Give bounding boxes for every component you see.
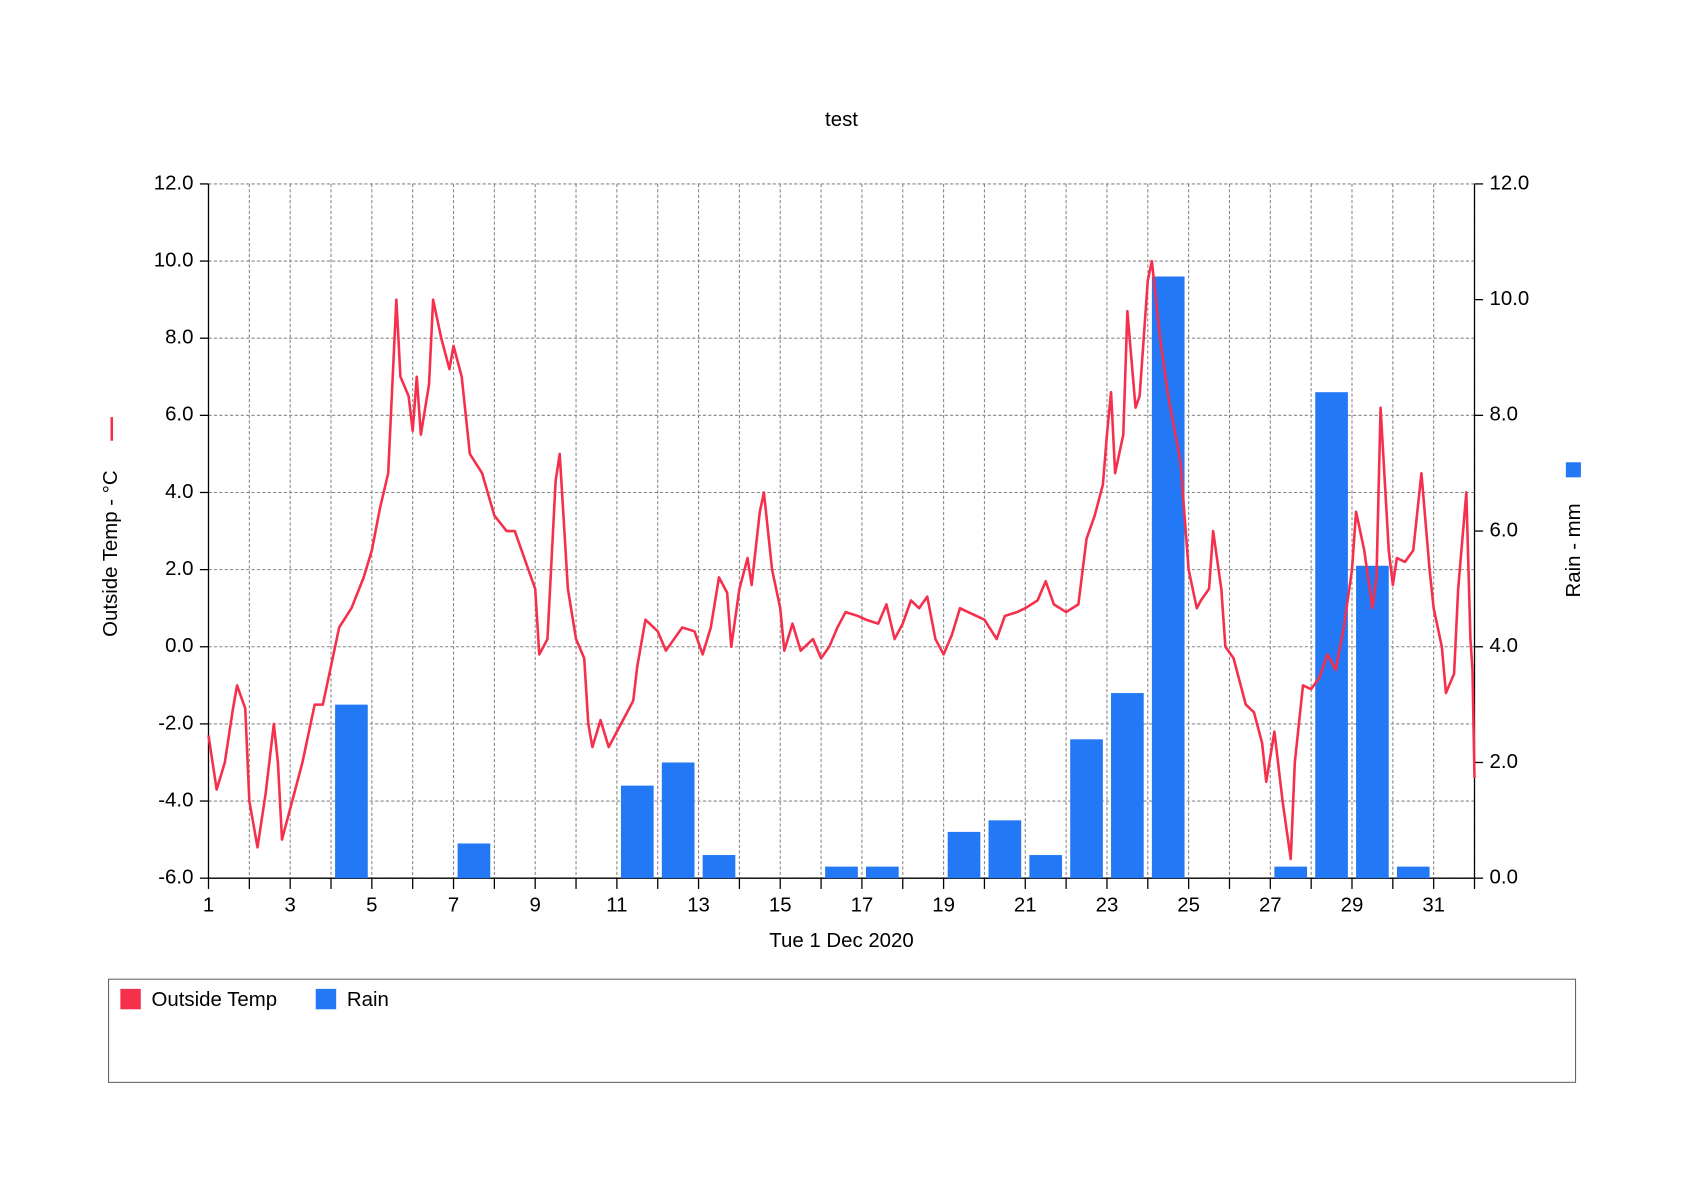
chart-title: test (825, 109, 858, 131)
axis-legend-marker (1565, 462, 1581, 478)
x-tick-label: 27 (1259, 895, 1282, 917)
bar (1274, 866, 1308, 879)
x-tick-label: 17 (851, 895, 874, 917)
bar (1151, 276, 1185, 879)
x-tick-label: 21 (1014, 895, 1037, 917)
x-tick-label: 13 (687, 895, 710, 917)
x-tick-label: 15 (769, 895, 792, 917)
bar (661, 762, 695, 879)
bar (620, 785, 654, 879)
x-tick-label: 25 (1177, 895, 1200, 917)
x-tick-label: 1 (203, 895, 214, 917)
y-tick-label: 8.0 (165, 327, 193, 349)
bar (825, 866, 858, 879)
y2-tick-label: 12.0 (1490, 172, 1530, 194)
y-tick-label: 0.0 (165, 635, 193, 657)
y-axis-label: Outside Temp - °C (100, 470, 122, 637)
y-tick-label: -2.0 (158, 712, 193, 734)
legend-swatch (315, 988, 337, 1010)
bar (1356, 565, 1389, 879)
y-tick-label: 4.0 (165, 481, 193, 503)
line (207, 259, 1476, 861)
y2-tick-label: 8.0 (1490, 404, 1518, 426)
y-tick-label: 2.0 (165, 558, 193, 580)
bar (947, 831, 981, 879)
x-tick-label: 29 (1341, 895, 1364, 917)
x-axis-label: Tue 1 Dec 2020 (769, 930, 913, 952)
y2-axis-label: Rain - mm (1563, 503, 1585, 597)
y2-tick-label: 4.0 (1490, 635, 1518, 657)
legend-swatch (120, 988, 141, 1010)
bar (457, 843, 491, 879)
x-tick-label: 3 (284, 895, 295, 917)
legend-label: Rain (347, 989, 389, 1011)
x-tick-label: 9 (530, 895, 541, 917)
y-tick-label: 10.0 (154, 249, 194, 271)
bar (702, 855, 736, 879)
bar (1396, 866, 1430, 879)
bar (1111, 693, 1144, 879)
bar (335, 704, 368, 879)
y2-tick-label: 2.0 (1490, 751, 1518, 773)
y-tick-label: 12.0 (154, 172, 194, 194)
bar (1029, 855, 1063, 879)
bar (988, 820, 1022, 879)
x-tick-label: 19 (932, 895, 955, 917)
legend-box (108, 978, 1577, 1083)
x-tick-label: 5 (366, 895, 377, 917)
y2-tick-label: 0.0 (1490, 867, 1518, 889)
legend-label: Outside Temp (152, 989, 278, 1011)
y-tick-label: 6.0 (165, 404, 193, 426)
x-tick-label: 31 (1422, 895, 1445, 917)
y-tick-label: -4.0 (158, 789, 193, 811)
bar (866, 866, 899, 879)
bar (1070, 739, 1103, 879)
x-tick-label: 23 (1096, 895, 1119, 917)
y2-tick-label: 6.0 (1490, 519, 1518, 541)
x-tick-label: 11 (606, 895, 627, 917)
y2-tick-label: 10.0 (1490, 288, 1530, 310)
x-tick-label: 7 (448, 895, 459, 917)
y-tick-label: -6.0 (158, 867, 193, 889)
